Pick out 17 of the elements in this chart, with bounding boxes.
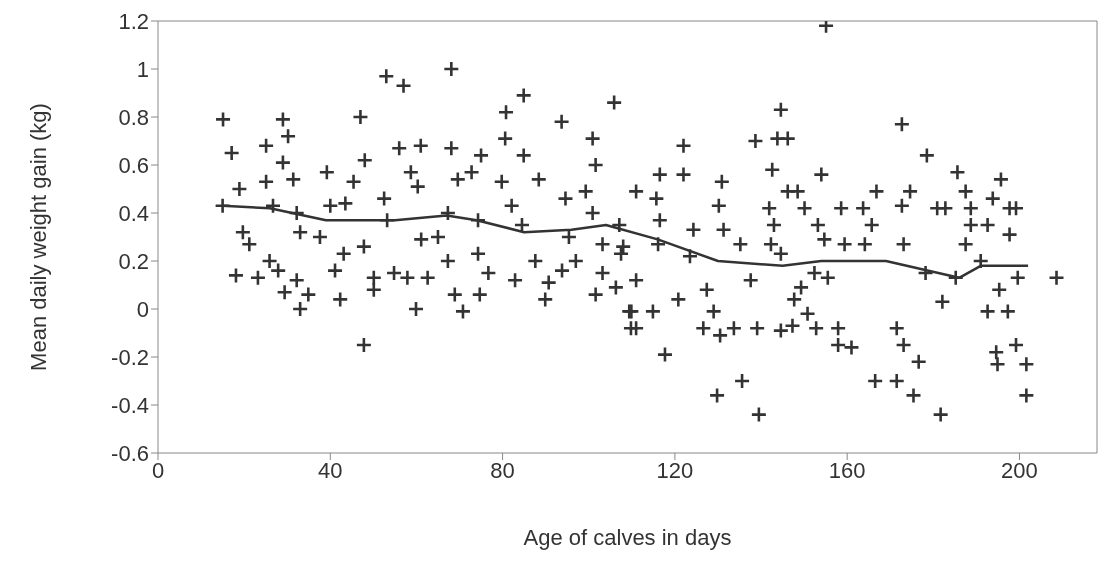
y-axis-title: Mean daily weight gain (kg) [25, 103, 51, 371]
y-tick-label: 0 [136, 296, 149, 322]
x-tick-label: 40 [318, 457, 343, 483]
x-axis-title: Age of calves in days [523, 525, 732, 550]
x-tick-label: 160 [828, 457, 866, 483]
y-tick-label: 1.2 [118, 8, 149, 34]
y-tick-label: 0.4 [118, 200, 149, 226]
x-tick-label: 120 [656, 457, 694, 483]
y-tick-label: -0.4 [111, 392, 149, 418]
y-tick-label: 1 [136, 56, 149, 82]
y-tick-label: 0.6 [118, 152, 149, 178]
x-tick-label: 80 [490, 457, 515, 483]
y-tick-label: 0.8 [118, 104, 149, 130]
y-tick-label: -0.6 [111, 440, 149, 466]
y-tick-label: 0.2 [118, 248, 149, 274]
y-tick-label: -0.2 [111, 344, 149, 370]
x-tick-label: 200 [1001, 457, 1038, 483]
